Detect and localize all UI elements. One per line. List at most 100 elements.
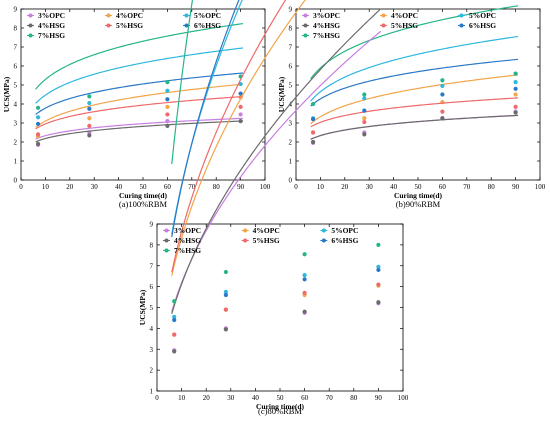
data-point: 5%OPC: (90, 5.15): [513, 80, 518, 85]
legend-item: 5%HSG: [241, 236, 280, 245]
legend-label: 6%HSG: [469, 21, 496, 30]
y-axis-label: UCS(MPa): [277, 76, 286, 112]
x-tick-label: 20: [341, 183, 349, 191]
x-tick-label: 70: [326, 394, 334, 402]
x-tick-label: 0: [155, 394, 159, 402]
legend-swatch-marker: [28, 23, 33, 28]
y-tick-label: 1: [14, 158, 18, 166]
legend-swatch-marker: [321, 228, 326, 233]
legend-item: 5%HSG: [380, 21, 418, 30]
legend-swatch-marker: [303, 33, 308, 38]
legend-item: 4%HSG: [302, 21, 340, 30]
legend-item: 4%OPC: [241, 226, 280, 235]
data-point: 5%OPC: (90, 6.95): [376, 264, 381, 269]
series-4%HSG: 4%HSG: (7, 1.9) 4%HSG: (28, 2.35) 4%HSG: (…: [35, 119, 244, 146]
data-point: 6%HSG: (90, 4.8): [513, 86, 518, 91]
subplot-caption: (b)90%RBM: [396, 199, 441, 209]
series-3%OPC: 3%OPC: (7, 1.95)3%OPC: (28, 2.5)3%OPC: (…: [310, 109, 519, 146]
data-point: 5%OPC: (28, 4.3): [362, 96, 367, 101]
x-tick-label: 10: [317, 183, 325, 191]
legend-item: 6%HSG: [458, 21, 496, 30]
legend-item: 4%OPC: [380, 11, 418, 20]
data-point: 7%HSG: (60, 5.25): [440, 78, 445, 83]
legend-label: 7%HSG: [38, 31, 65, 40]
data-point: 7%HSG: (60, 7.55): [302, 252, 307, 257]
x-tick-label: 60: [439, 183, 447, 191]
series-5%HSG: 5%HSG: (7, 2.4) 5%HSG: (28, 2.85) 5%HSG: (…: [35, 95, 244, 137]
x-tick-label: 100: [398, 394, 409, 402]
series-5%OPC: 5%OPC: (7, 3.3) 5%OPC: (28, 4.05) 5%OPC: (…: [35, 47, 244, 120]
series-5%HSG: 5%HSG: (7, 3.7) 5%HSG: (28, 4.9) 5%HSG: (6…: [171, 0, 381, 337]
x-tick-label: 50: [415, 183, 423, 191]
series-5%HSG: 5%HSG: (7, 2.5) 5%HSG: (28, 3.05) 5%HSG: (…: [310, 97, 519, 135]
legend-label: 3%OPC: [38, 11, 65, 20]
data-point: 5%HSG: (60, 3.6): [440, 109, 445, 114]
x-tick-label: 100: [260, 183, 271, 191]
data-point: 4%HSG: (28, 2.4): [362, 132, 367, 137]
series-4%OPC: 4%OPC: (7, 2.5)4%OPC: (28, 3.25)4%OPC: (…: [310, 74, 519, 135]
legend-item: 7%HSG: [163, 246, 201, 255]
legend-item: 7%HSG: [302, 31, 340, 40]
legend-item: 5%OPC: [320, 226, 358, 235]
fit-curve: [35, 120, 244, 143]
legend-swatch-marker: [184, 13, 189, 18]
data-point: 7%HSG: (7, 5.3): [172, 299, 177, 304]
legend-swatch-marker: [164, 228, 169, 233]
series-5%OPC: 5%OPC: (7, 4.55) 5%OPC: (28, 5.75) 5%OPC: …: [171, 0, 381, 319]
fit-curve: [310, 58, 519, 107]
y-tick-label: 2: [14, 139, 18, 147]
y-tick-label: 2: [289, 139, 293, 147]
series-6%HSG: 6%HSG: (7, 3.2) 6%HSG: (28, 3.65) 6%HSG: (…: [310, 58, 519, 122]
y-tick-label: 9: [14, 6, 18, 14]
y-tick-label: 6: [150, 283, 154, 291]
data-point: 5%HSG: (7, 3.7): [172, 332, 177, 337]
x-tick-label: 70: [188, 183, 196, 191]
legend-label: 4%OPC: [391, 11, 418, 20]
x-tick-label: 60: [301, 394, 309, 402]
legend-item: 5%OPC: [458, 11, 496, 20]
data-point: 4%OPC: (90, 4.5): [513, 92, 518, 97]
legend-swatch-marker: [321, 238, 326, 243]
legend-swatch-marker: [28, 33, 33, 38]
data-point: 5%OPC: (60, 4.95): [440, 83, 445, 89]
legend: 3%OPC 4%OPC 5%OPC 4%HSG 5%HSG 6%HSG 7%HSG: [302, 11, 496, 40]
legend-label: 5%HSG: [253, 236, 280, 245]
series-6%HSG: 6%HSG: (7, 2.95) 6%HSG: (28, 3.75) 6%HSG: …: [35, 72, 244, 127]
x-tick-label: 30: [91, 183, 99, 191]
legend-swatch-marker: [106, 13, 111, 18]
y-tick-label: 8: [150, 241, 154, 249]
data-point: 7%HSG: (90, 5.6): [513, 71, 518, 76]
data-point: 5%HSG: (90, 6.1): [376, 282, 381, 287]
data-point: 5%OPC: (60, 4.7): [165, 88, 170, 93]
y-tick-label: 9: [289, 6, 293, 14]
y-tick-label: 6: [14, 63, 18, 71]
legend-item: 5%OPC: [183, 11, 221, 20]
data-point: 4%HSG: (7, 2): [310, 139, 316, 145]
legend-swatch-marker: [243, 238, 248, 243]
legend-label: 4%OPC: [253, 226, 280, 235]
data-point: 5%HSG: (7, 2.4): [35, 132, 41, 137]
data-point: 4%HSG: (60, 4.8): [302, 309, 307, 314]
data-point: 5%HSG: (60, 3.45): [165, 112, 170, 117]
legend-label: 4%HSG: [313, 21, 340, 30]
legend-label: 5%OPC: [194, 11, 221, 20]
y-tick-label: 6: [289, 63, 293, 71]
fit-curve: [35, 47, 244, 104]
data-point: 5%HSG: (7, 2.5): [310, 130, 316, 135]
legend-label: 3%OPC: [313, 11, 340, 20]
legend-label: 6%HSG: [331, 236, 358, 245]
data-point: 7%HSG: (7, 4): [310, 101, 316, 107]
legend-swatch-marker: [303, 13, 308, 18]
legend-label: 5%OPC: [469, 11, 496, 20]
x-tick-label: 40: [390, 183, 398, 191]
legend-item: 3%OPC: [163, 226, 201, 235]
legend-swatch-marker: [164, 238, 169, 243]
series-4%HSG: 4%HSG: (7, 2.9) 4%HSG: (28, 3.95) 4%HSG: (…: [171, 8, 382, 354]
subplot-caption: (a)100%RBM: [119, 199, 168, 209]
x-tick-label: 0: [294, 183, 298, 191]
x-tick-label: 40: [115, 183, 123, 191]
data-point: 7%HSG: (7, 3.8): [35, 105, 41, 110]
fit-curve: [171, 0, 240, 238]
fit-curve: [35, 72, 244, 115]
data-point: 4%HSG: (7, 2.9): [172, 349, 177, 354]
